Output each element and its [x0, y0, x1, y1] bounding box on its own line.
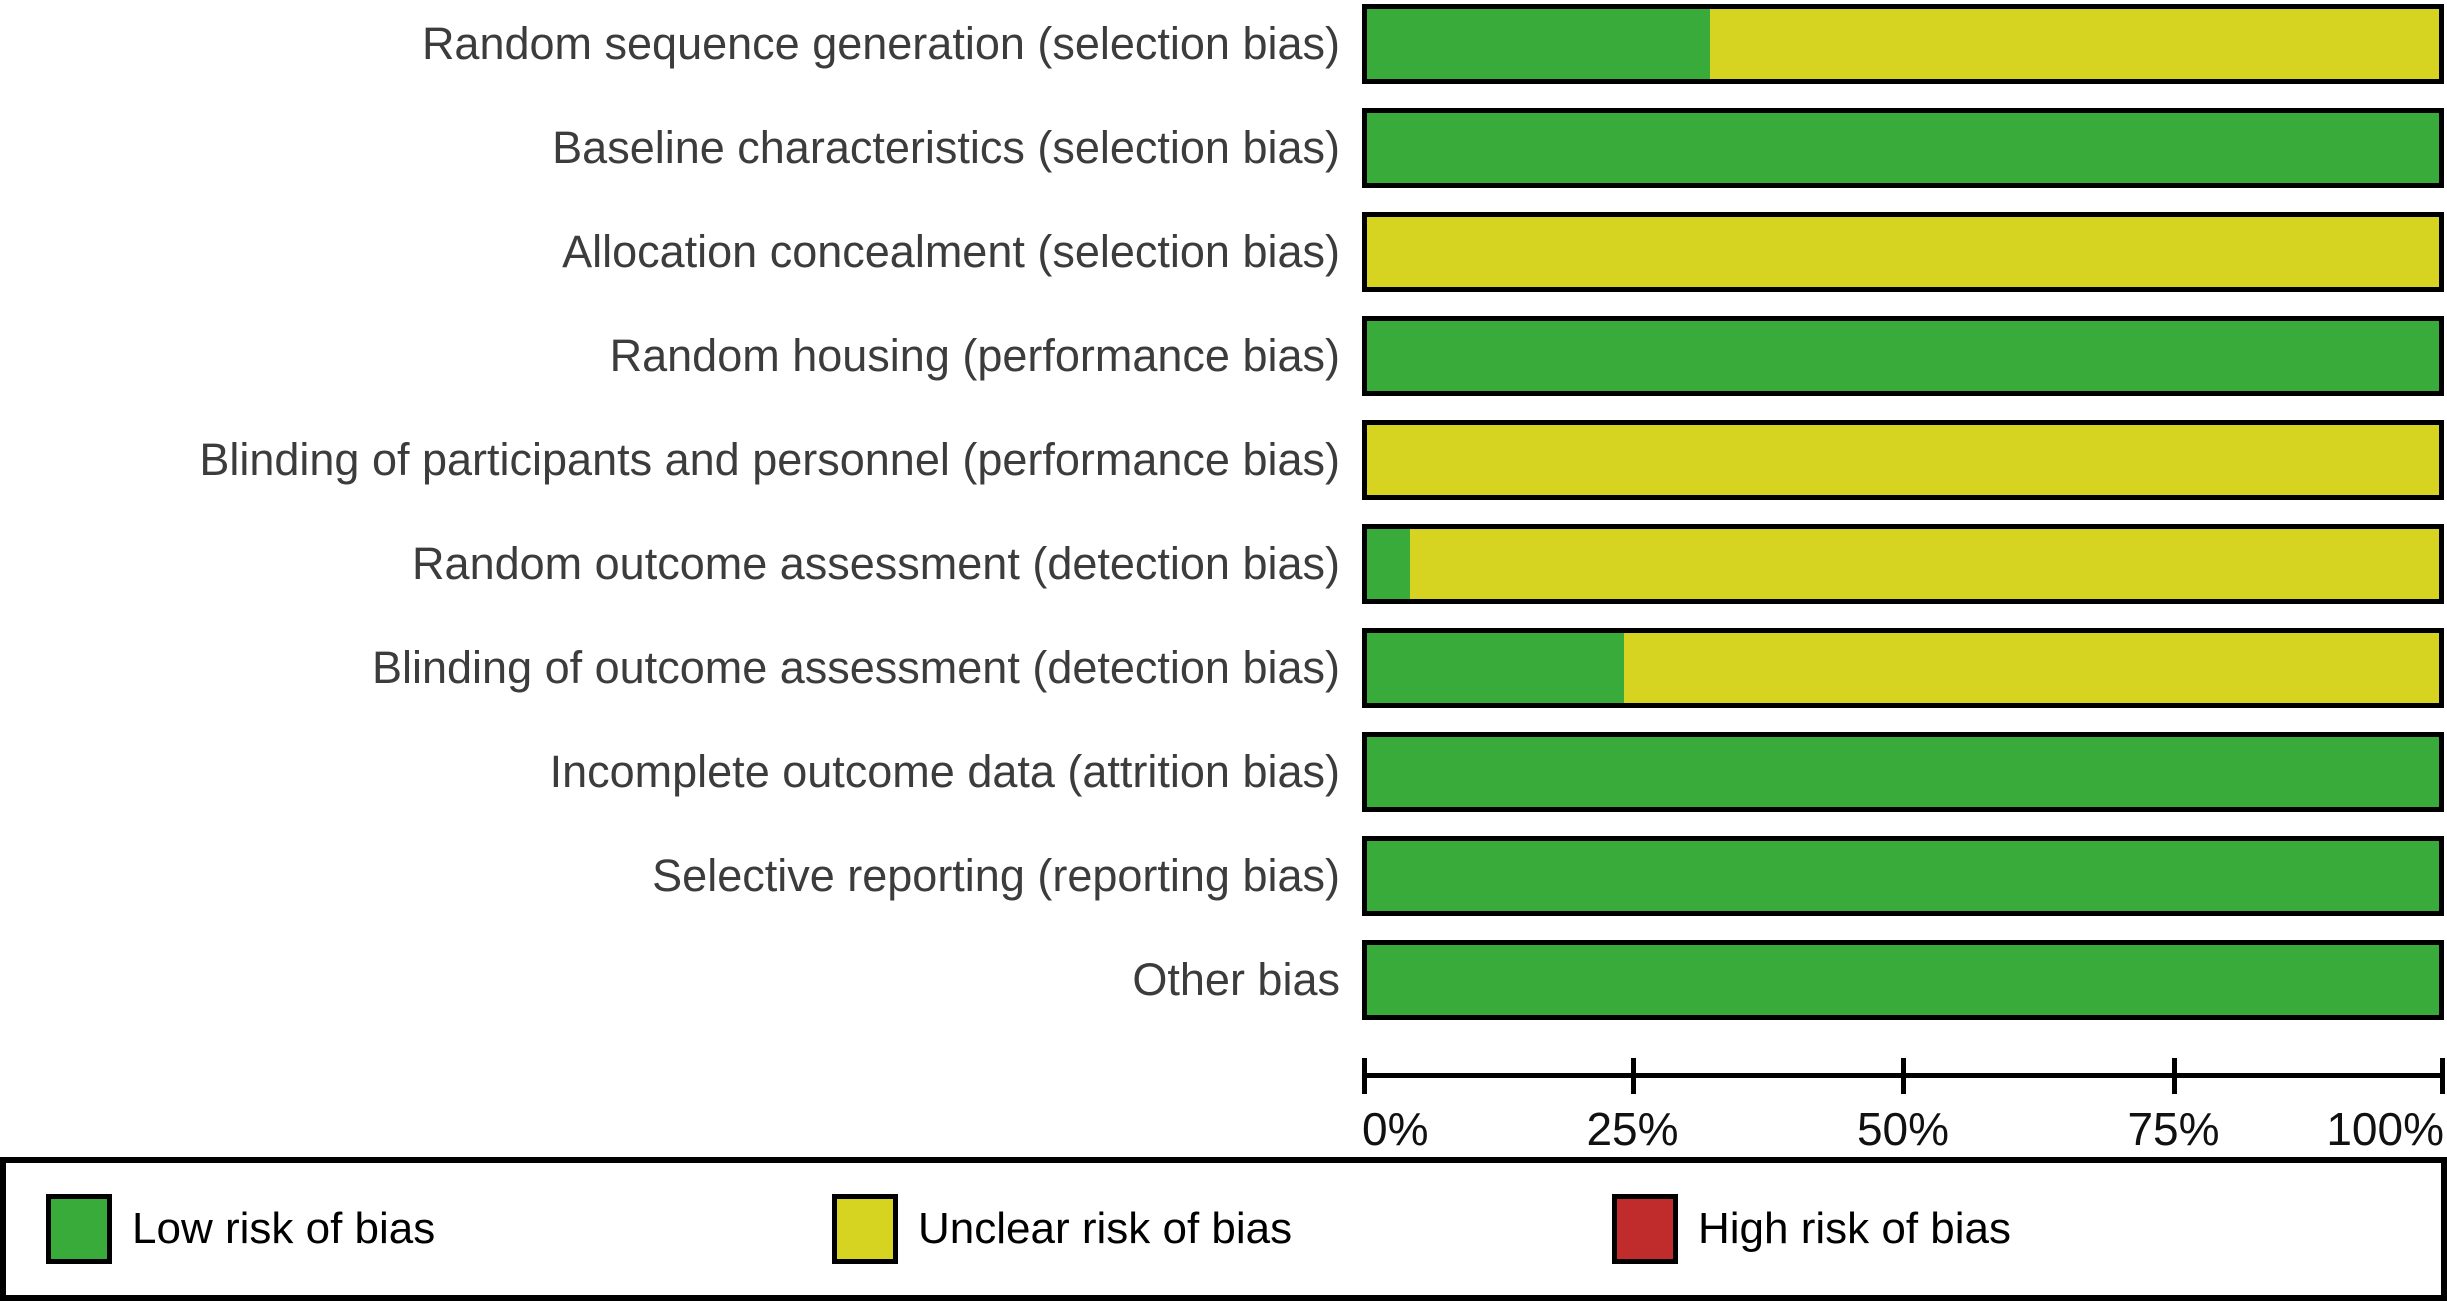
axis-tick-label-50: 50% — [1856, 1103, 1950, 1155]
chart-row: Random housing (performance bias) — [0, 316, 2444, 396]
chart-row: Blinding of outcome assessment (detectio… — [0, 628, 2444, 708]
axis-tick-0 — [1362, 1058, 1367, 1094]
stacked-bar — [1362, 212, 2444, 292]
stacked-bar — [1362, 836, 2444, 916]
stacked-bar — [1362, 108, 2444, 188]
axis-tick-label-75: 75% — [2127, 1103, 2220, 1155]
bar-segment-low-risk-of-bias — [1367, 945, 2439, 1015]
axis-tick-25 — [1630, 1058, 1636, 1094]
category-label: Random housing (performance bias) — [609, 330, 1340, 381]
chart-row: Incomplete outcome data (attrition bias) — [0, 732, 2444, 812]
high-risk-swatch-icon — [1612, 1194, 1678, 1264]
low-risk-swatch-icon — [46, 1194, 112, 1264]
axis-tick-label-0: 0% — [1362, 1103, 1429, 1155]
bar-segment-low-risk-of-bias — [1367, 9, 1711, 79]
unclear-risk-swatch-icon — [832, 1194, 898, 1264]
category-label: Random outcome assessment (detection bia… — [412, 538, 1340, 589]
legend-item-low-risk: Low risk of bias — [46, 1163, 435, 1295]
legend-item-high-risk: High risk of bias — [1612, 1163, 2011, 1295]
stacked-bar — [1362, 316, 2444, 396]
bar-segment-low-risk-of-bias — [1367, 113, 2439, 183]
bar-segment-low-risk-of-bias — [1367, 321, 2439, 391]
legend-label-high-risk: High risk of bias — [1698, 1204, 2012, 1253]
category-label: Baseline characteristics (selection bias… — [552, 122, 1340, 173]
legend-label-low-risk: Low risk of bias — [132, 1204, 436, 1253]
category-label: Incomplete outcome data (attrition bias) — [549, 746, 1340, 797]
category-label: Blinding of participants and personnel (… — [199, 434, 1340, 485]
stacked-bar — [1362, 732, 2444, 812]
category-label: Selective reporting (reporting bias) — [652, 850, 1340, 901]
chart-row: Random sequence generation (selection bi… — [0, 4, 2444, 84]
category-label: Blinding of outcome assessment (detectio… — [371, 642, 1340, 693]
legend: Low risk of bias Unclear risk of bias Hi… — [0, 1157, 2447, 1301]
stacked-bar — [1362, 524, 2444, 604]
chart-row: Other bias — [0, 940, 2444, 1020]
axis-tick-50 — [1901, 1058, 1906, 1094]
stacked-bar — [1362, 940, 2444, 1020]
bar-segment-unclear-risk-of-bias — [1710, 9, 2439, 79]
legend-item-unclear-risk: Unclear risk of bias — [832, 1163, 1292, 1295]
chart-row: Baseline characteristics (selection bias… — [0, 108, 2444, 188]
axis-tick-75 — [2171, 1058, 2177, 1094]
stacked-bar — [1362, 4, 2444, 84]
category-label: Random sequence generation (selection bi… — [421, 18, 1340, 69]
bar-segment-low-risk-of-bias — [1367, 841, 2439, 911]
bar-segment-unclear-risk-of-bias — [1409, 529, 2439, 599]
stacked-bar — [1362, 628, 2444, 708]
bar-segment-unclear-risk-of-bias — [1624, 633, 2439, 703]
bar-segment-low-risk-of-bias — [1367, 633, 1625, 703]
bar-rows: Random sequence generation (selection bi… — [0, 4, 2444, 1044]
chart-row: Allocation concealment (selection bias) — [0, 212, 2444, 292]
category-label: Allocation concealment (selection bias) — [562, 226, 1340, 277]
bar-segment-unclear-risk-of-bias — [1367, 425, 2439, 495]
category-label: Other bias — [1132, 954, 1340, 1005]
chart-row: Random outcome assessment (detection bia… — [0, 524, 2444, 604]
bar-segment-low-risk-of-bias — [1367, 737, 2439, 807]
x-axis: 0% 25% 50% 75% 100% — [1362, 1056, 2445, 1166]
chart-row: Selective reporting (reporting bias) — [0, 836, 2444, 916]
bar-segment-unclear-risk-of-bias — [1367, 217, 2439, 287]
axis-tick-label-25: 25% — [1586, 1103, 1679, 1155]
chart-row: Blinding of participants and personnel (… — [0, 420, 2444, 500]
axis-tick-label-100: 100% — [2326, 1103, 2444, 1155]
legend-label-unclear-risk: Unclear risk of bias — [918, 1204, 1293, 1253]
stacked-bar — [1362, 420, 2444, 500]
axis-tick-100 — [2440, 1058, 2445, 1094]
bar-segment-low-risk-of-bias — [1367, 529, 1410, 599]
